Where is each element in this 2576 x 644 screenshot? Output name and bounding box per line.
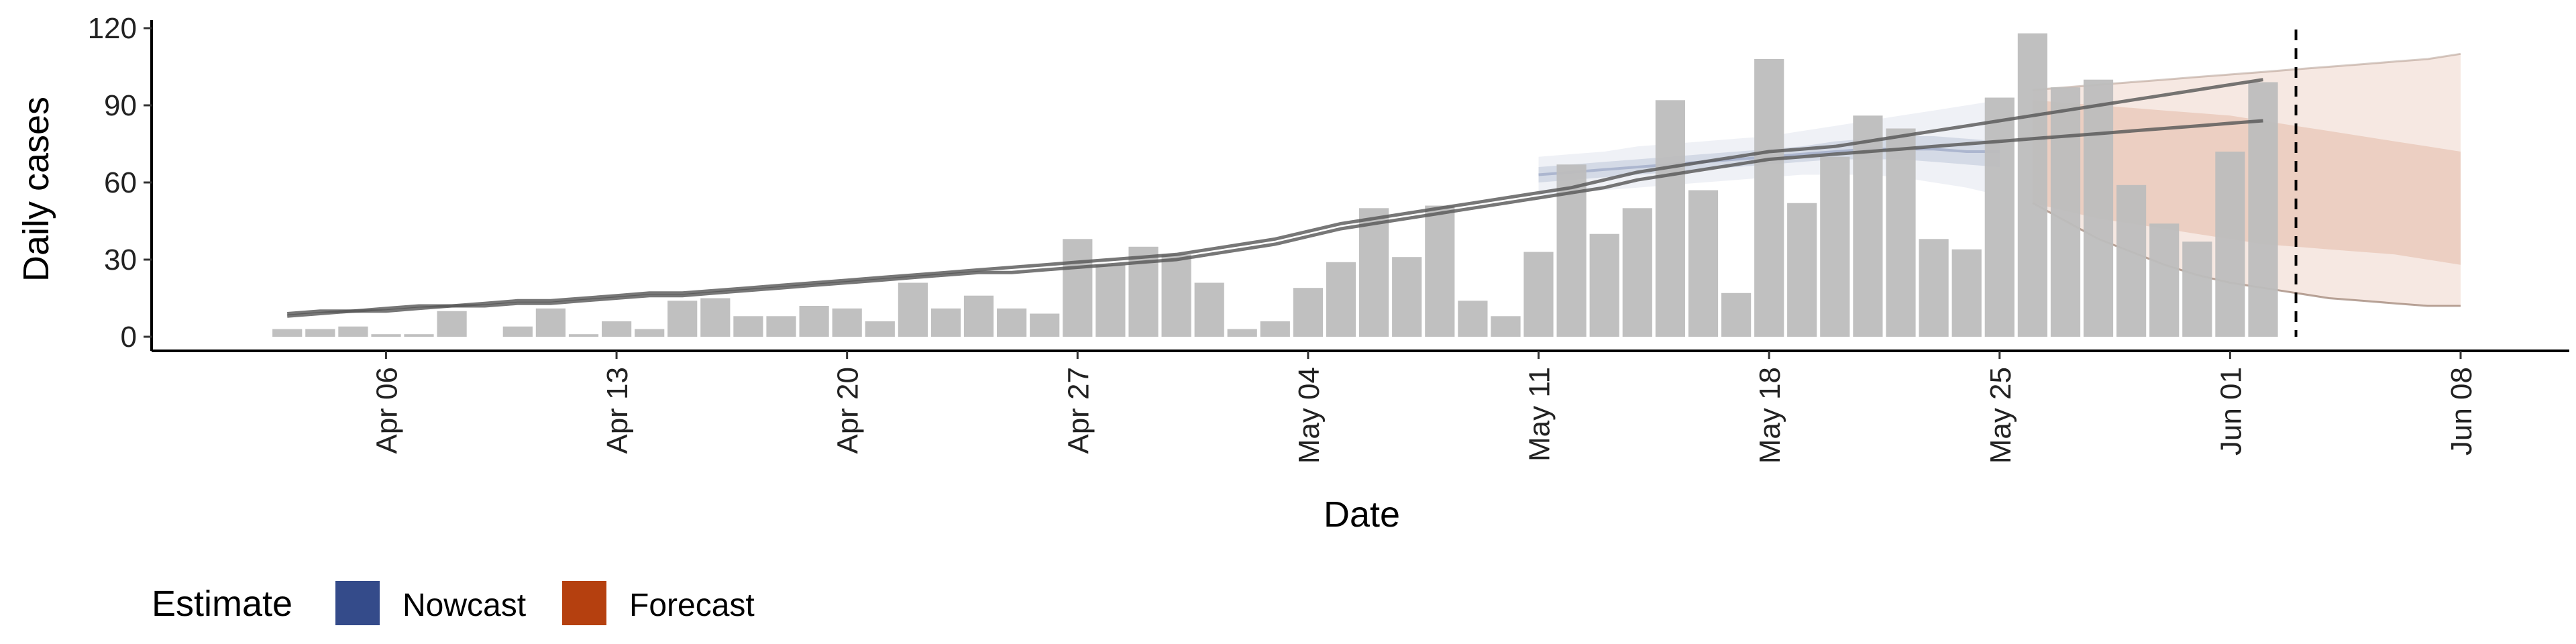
legend-swatch-nowcast (335, 581, 380, 625)
case-bar (1655, 100, 1685, 337)
trend-line (287, 78, 2263, 315)
x-tick-label: May 11 (1523, 367, 1556, 462)
y-axis-title: Daily cases (16, 97, 56, 282)
case-bar (1326, 262, 1356, 337)
x-tick-label: Apr 06 (370, 367, 403, 454)
case-bar (1063, 239, 1093, 337)
trend-lines (287, 78, 2263, 318)
case-bar (667, 301, 698, 337)
legend-swatch-forecast (562, 581, 606, 625)
case-bar (1030, 313, 1060, 337)
case-bar (1589, 233, 1619, 337)
case-bar (865, 321, 895, 337)
case-bar (1425, 205, 1455, 337)
case-bar (2215, 152, 2245, 337)
case-bar (1161, 254, 1191, 337)
case-bar (766, 316, 796, 337)
x-tick-label: May 18 (1754, 367, 1786, 464)
case-bar (1359, 208, 1389, 337)
x-tick-label: Jun 01 (2214, 367, 2247, 455)
legend: Estimate Nowcast Forecast (152, 581, 755, 625)
trend-line (287, 119, 2263, 318)
case-bar (2116, 184, 2147, 337)
case-bar (568, 334, 599, 337)
case-bar (963, 295, 994, 337)
x-tick-label: Apr 20 (832, 367, 865, 454)
x-tick-label: May 25 (1984, 367, 2017, 464)
case-bar (1622, 208, 1652, 337)
case-bar (1194, 282, 1224, 337)
case-bar (930, 308, 961, 337)
y-tick-label: 90 (104, 89, 137, 122)
case-bar (2017, 33, 2047, 337)
case-bar (602, 321, 632, 337)
case-bar (635, 329, 665, 337)
case-bar (371, 334, 401, 337)
case-bar (1853, 115, 1883, 337)
case-bars (272, 33, 2278, 337)
x-axis-title: Date (1324, 494, 1400, 535)
case-bar (1984, 97, 2015, 337)
case-bar (2050, 87, 2081, 337)
case-bar (305, 329, 335, 337)
y-tick-label: 30 (104, 244, 137, 276)
case-bar (898, 282, 928, 337)
case-bar (700, 298, 731, 337)
case-bar (1820, 156, 1850, 337)
case-bar (2149, 223, 2180, 337)
y-axis: 0 30 60 90 120 (88, 12, 153, 354)
case-bar (1392, 257, 1422, 337)
case-bar (832, 308, 862, 337)
case-bar (1787, 203, 1817, 337)
case-bar (799, 306, 829, 337)
y-tick-label: 120 (88, 12, 137, 45)
legend-label-forecast: Forecast (629, 588, 755, 623)
case-bar (338, 326, 368, 337)
y-tick-label: 60 (104, 166, 137, 199)
case-bar (2182, 241, 2212, 337)
case-bar (535, 308, 566, 337)
case-bar (1688, 190, 1719, 337)
case-bar (997, 308, 1027, 337)
y-tick-label: 0 (121, 321, 137, 354)
legend-label-nowcast: Nowcast (402, 588, 526, 623)
case-bar (1951, 249, 1982, 337)
case-bar (2083, 79, 2114, 337)
x-tick-label: Apr 27 (1062, 367, 1095, 454)
case-bar (2248, 82, 2278, 337)
x-tick-label: Jun 08 (2445, 367, 2478, 455)
x-tick-label: May 04 (1293, 367, 1326, 464)
case-bar (1721, 292, 1752, 337)
case-bar (1919, 239, 1949, 337)
case-bar (404, 334, 434, 337)
case-bar (1293, 288, 1323, 337)
case-bar (437, 311, 467, 337)
case-bar (1227, 329, 1257, 337)
case-bar (1754, 59, 1784, 337)
x-tick-label: Apr 13 (601, 367, 634, 454)
case-bar (1523, 252, 1554, 337)
case-bar (1491, 316, 1521, 337)
x-axis: Apr 06 Apr 13 Apr 20 Apr 27 May 04 May 11 May … (152, 350, 2569, 464)
case-bar (1260, 321, 1290, 337)
case-bar (1095, 264, 1126, 337)
case-bar (733, 316, 763, 337)
legend-title: Estimate (152, 584, 292, 624)
case-bar (1458, 301, 1488, 337)
case-bar (502, 326, 533, 337)
case-bar (272, 329, 303, 337)
case-bar (1886, 128, 1916, 337)
